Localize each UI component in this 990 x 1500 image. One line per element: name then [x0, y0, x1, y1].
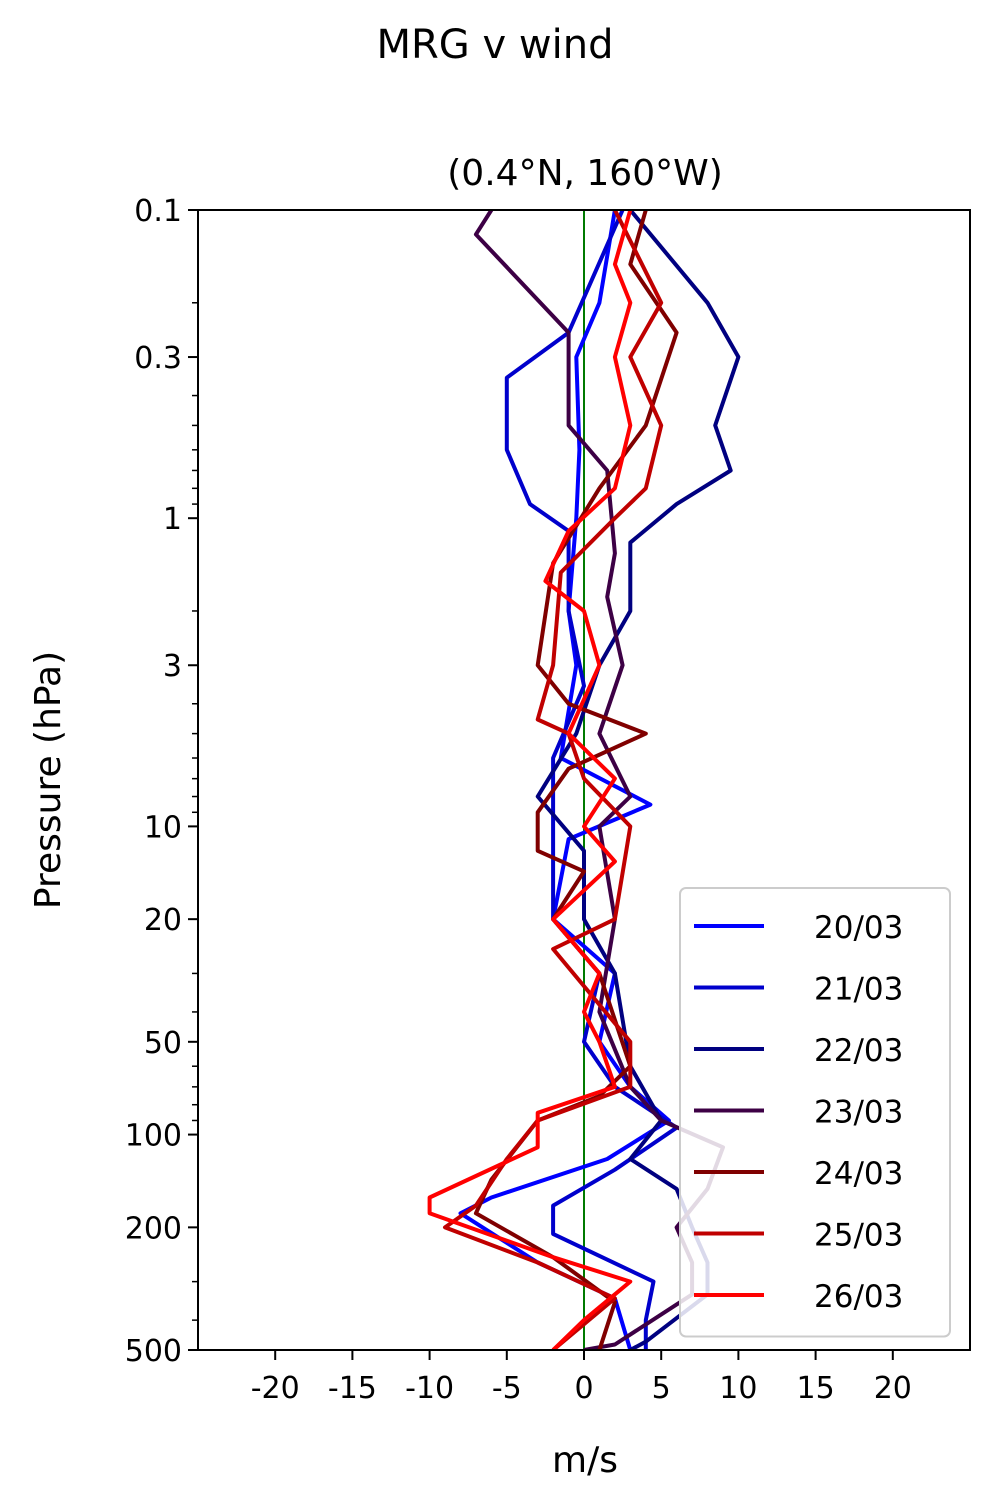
legend-label: 23/03 — [814, 1095, 903, 1131]
series-line-26-03 — [427, 210, 633, 1350]
legend-label: 20/03 — [814, 910, 903, 946]
x-tick-label: -15 — [328, 1371, 377, 1406]
legend-label: 21/03 — [814, 972, 903, 1008]
series-line-21-03 — [504, 210, 679, 1350]
x-tick-label: 15 — [797, 1371, 835, 1406]
y-axis-label: Pressure (hPa) — [28, 651, 69, 909]
legend-box — [679, 887, 951, 1338]
y-tick-label: 1 — [163, 502, 182, 537]
y-tick-label: 0.3 — [134, 341, 182, 376]
figure-title: MRG v wind — [376, 22, 614, 68]
y-axis: 0.1 0.3 1 3 10 20 50 100 200 500 — [125, 194, 198, 1369]
y-tick-label: 10 — [144, 810, 182, 845]
axes-subtitle: (0.4°N, 160°W) — [447, 153, 722, 194]
y-tick-label: 100 — [125, 1119, 182, 1154]
x-axis: -20 -15 -10 -5 0 5 10 15 20 — [251, 1350, 912, 1406]
x-tick-label: -20 — [251, 1371, 300, 1406]
series-line-25-03 — [443, 210, 664, 1350]
y-tick-label: 50 — [144, 1026, 182, 1061]
y-tick-label: 3 — [163, 649, 182, 684]
plot-area — [427, 210, 741, 1350]
legend-label: 22/03 — [814, 1033, 903, 1069]
y-tick-label: 500 — [125, 1334, 182, 1369]
x-tick-label: 20 — [874, 1371, 912, 1406]
x-tick-label: -10 — [405, 1371, 454, 1406]
y-tick-label: 20 — [144, 903, 182, 938]
x-tick-label: 0 — [574, 1371, 593, 1406]
legend-label: 24/03 — [814, 1156, 903, 1192]
legend-label: 25/03 — [814, 1218, 903, 1254]
x-tick-label: 10 — [719, 1371, 757, 1406]
x-tick-label: 5 — [652, 1371, 671, 1406]
x-tick-label: -5 — [492, 1371, 522, 1406]
x-axis-label: m/s — [552, 1440, 618, 1481]
y-tick-label: 200 — [125, 1211, 182, 1246]
y-tick-label: 0.1 — [134, 194, 182, 229]
legend: 20/03 21/03 22/03 23/03 24/03 25/03 26/03 — [679, 887, 951, 1338]
legend-label: 26/03 — [814, 1279, 903, 1315]
